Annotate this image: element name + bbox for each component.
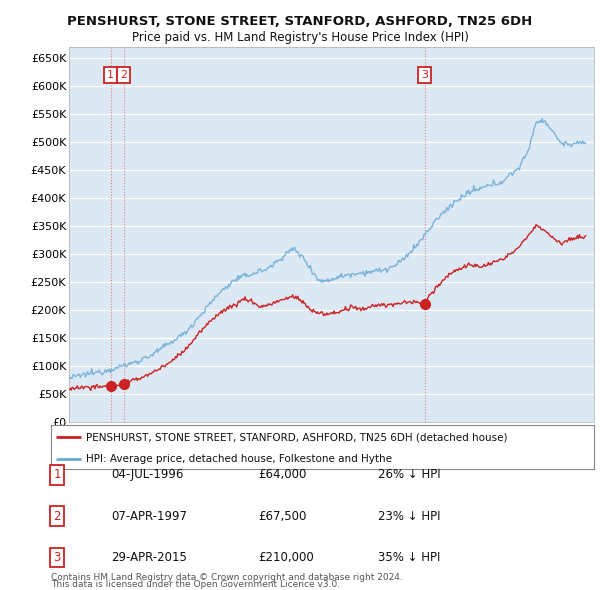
Text: Contains HM Land Registry data © Crown copyright and database right 2024.: Contains HM Land Registry data © Crown c… xyxy=(51,573,403,582)
Text: 35% ↓ HPI: 35% ↓ HPI xyxy=(378,551,440,564)
Text: 26% ↓ HPI: 26% ↓ HPI xyxy=(378,468,440,481)
Text: 2: 2 xyxy=(120,70,127,80)
Text: 2: 2 xyxy=(53,510,61,523)
Text: £64,000: £64,000 xyxy=(258,468,307,481)
Text: 3: 3 xyxy=(53,551,61,564)
Text: This data is licensed under the Open Government Licence v3.0.: This data is licensed under the Open Gov… xyxy=(51,580,340,589)
Text: PENSHURST, STONE STREET, STANFORD, ASHFORD, TN25 6DH: PENSHURST, STONE STREET, STANFORD, ASHFO… xyxy=(67,15,533,28)
Text: 1: 1 xyxy=(53,468,61,481)
Text: PENSHURST, STONE STREET, STANFORD, ASHFORD, TN25 6DH (detached house): PENSHURST, STONE STREET, STANFORD, ASHFO… xyxy=(86,432,508,442)
Text: £67,500: £67,500 xyxy=(258,510,307,523)
Text: £210,000: £210,000 xyxy=(258,551,314,564)
Text: 07-APR-1997: 07-APR-1997 xyxy=(111,510,187,523)
Text: 23% ↓ HPI: 23% ↓ HPI xyxy=(378,510,440,523)
Text: 29-APR-2015: 29-APR-2015 xyxy=(111,551,187,564)
Text: 3: 3 xyxy=(421,70,428,80)
Text: HPI: Average price, detached house, Folkestone and Hythe: HPI: Average price, detached house, Folk… xyxy=(86,454,392,464)
Text: 1: 1 xyxy=(107,70,114,80)
Text: 04-JUL-1996: 04-JUL-1996 xyxy=(111,468,184,481)
Text: Price paid vs. HM Land Registry's House Price Index (HPI): Price paid vs. HM Land Registry's House … xyxy=(131,31,469,44)
